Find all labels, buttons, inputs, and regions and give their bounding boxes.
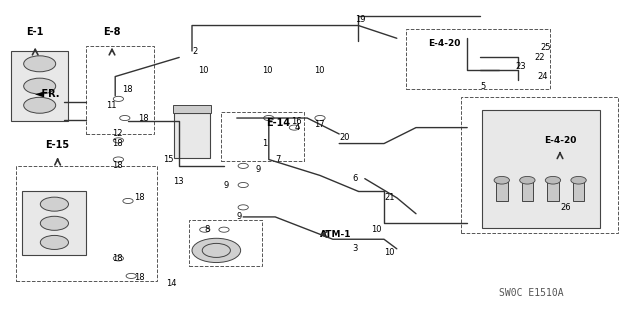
Circle shape [289, 125, 300, 130]
Text: 12: 12 [112, 130, 122, 138]
Text: 3: 3 [352, 244, 357, 253]
Text: ATM-1: ATM-1 [320, 230, 352, 239]
Text: 16: 16 [291, 117, 302, 126]
Text: 1: 1 [262, 139, 268, 148]
Bar [11, 51, 68, 121]
Bar [173, 105, 211, 113]
Circle shape [120, 115, 130, 121]
Text: 9: 9 [256, 165, 261, 174]
Circle shape [315, 115, 325, 121]
Text: 22: 22 [534, 53, 545, 62]
Circle shape [113, 96, 124, 101]
Circle shape [40, 197, 68, 211]
Circle shape [200, 227, 210, 232]
Circle shape [520, 176, 535, 184]
Circle shape [219, 227, 229, 232]
Text: 18: 18 [112, 254, 123, 263]
Text: 13: 13 [173, 177, 184, 186]
Circle shape [123, 198, 133, 204]
Text: E-4-20: E-4-20 [544, 136, 576, 145]
Bar [481, 110, 600, 228]
Text: 6: 6 [352, 174, 357, 183]
Circle shape [545, 176, 561, 184]
Text: 9: 9 [224, 181, 229, 189]
Text: 10: 10 [314, 66, 324, 75]
Circle shape [238, 163, 248, 168]
Text: 14: 14 [166, 279, 177, 288]
Text: 7: 7 [275, 155, 280, 164]
Circle shape [40, 216, 68, 230]
Text: E-14: E-14 [266, 118, 291, 128]
Text: 9: 9 [237, 212, 242, 221]
Circle shape [40, 235, 68, 249]
Text: 18: 18 [112, 139, 123, 148]
Text: 26: 26 [560, 203, 571, 212]
Circle shape [24, 56, 56, 72]
Text: E-1: E-1 [26, 27, 44, 37]
Circle shape [238, 205, 248, 210]
Text: E-8: E-8 [103, 27, 121, 37]
Text: 18: 18 [122, 85, 132, 94]
Text: 10: 10 [371, 225, 381, 234]
Text: 5: 5 [480, 82, 485, 91]
Text: ◄FR.: ◄FR. [35, 89, 61, 99]
Text: SW0C E1510A: SW0C E1510A [499, 288, 563, 299]
Bar [22, 191, 86, 255]
Circle shape [126, 273, 136, 278]
Text: 25: 25 [541, 43, 551, 52]
Text: 18: 18 [134, 193, 145, 202]
Circle shape [192, 238, 241, 263]
Text: 24: 24 [538, 72, 548, 81]
Bar [174, 113, 209, 158]
Circle shape [494, 176, 509, 184]
Text: 18: 18 [138, 114, 148, 122]
Text: E-15: E-15 [45, 140, 70, 150]
Text: 11: 11 [106, 101, 116, 110]
Bar [496, 182, 508, 201]
Circle shape [571, 176, 586, 184]
Text: 21: 21 [384, 193, 394, 202]
Text: 19: 19 [355, 15, 365, 24]
Circle shape [24, 78, 56, 94]
Text: 18: 18 [112, 161, 123, 170]
Text: 10: 10 [198, 66, 209, 75]
Text: 4: 4 [294, 123, 300, 132]
Bar [547, 182, 559, 201]
Circle shape [238, 182, 248, 188]
Text: 2: 2 [192, 47, 197, 56]
Circle shape [113, 157, 124, 162]
Circle shape [113, 138, 124, 143]
Text: E-4-20: E-4-20 [429, 39, 461, 48]
Circle shape [264, 115, 274, 121]
Bar [573, 182, 584, 201]
Circle shape [202, 243, 230, 257]
Bar [522, 182, 533, 201]
Circle shape [113, 256, 124, 261]
Text: 17: 17 [314, 120, 324, 129]
Text: 20: 20 [339, 133, 349, 142]
Text: 15: 15 [163, 155, 173, 164]
Text: 8: 8 [205, 225, 210, 234]
Text: 10: 10 [384, 248, 394, 256]
Circle shape [24, 97, 56, 113]
Text: 23: 23 [515, 63, 526, 71]
Text: 18: 18 [134, 273, 145, 282]
Text: 10: 10 [262, 66, 273, 75]
